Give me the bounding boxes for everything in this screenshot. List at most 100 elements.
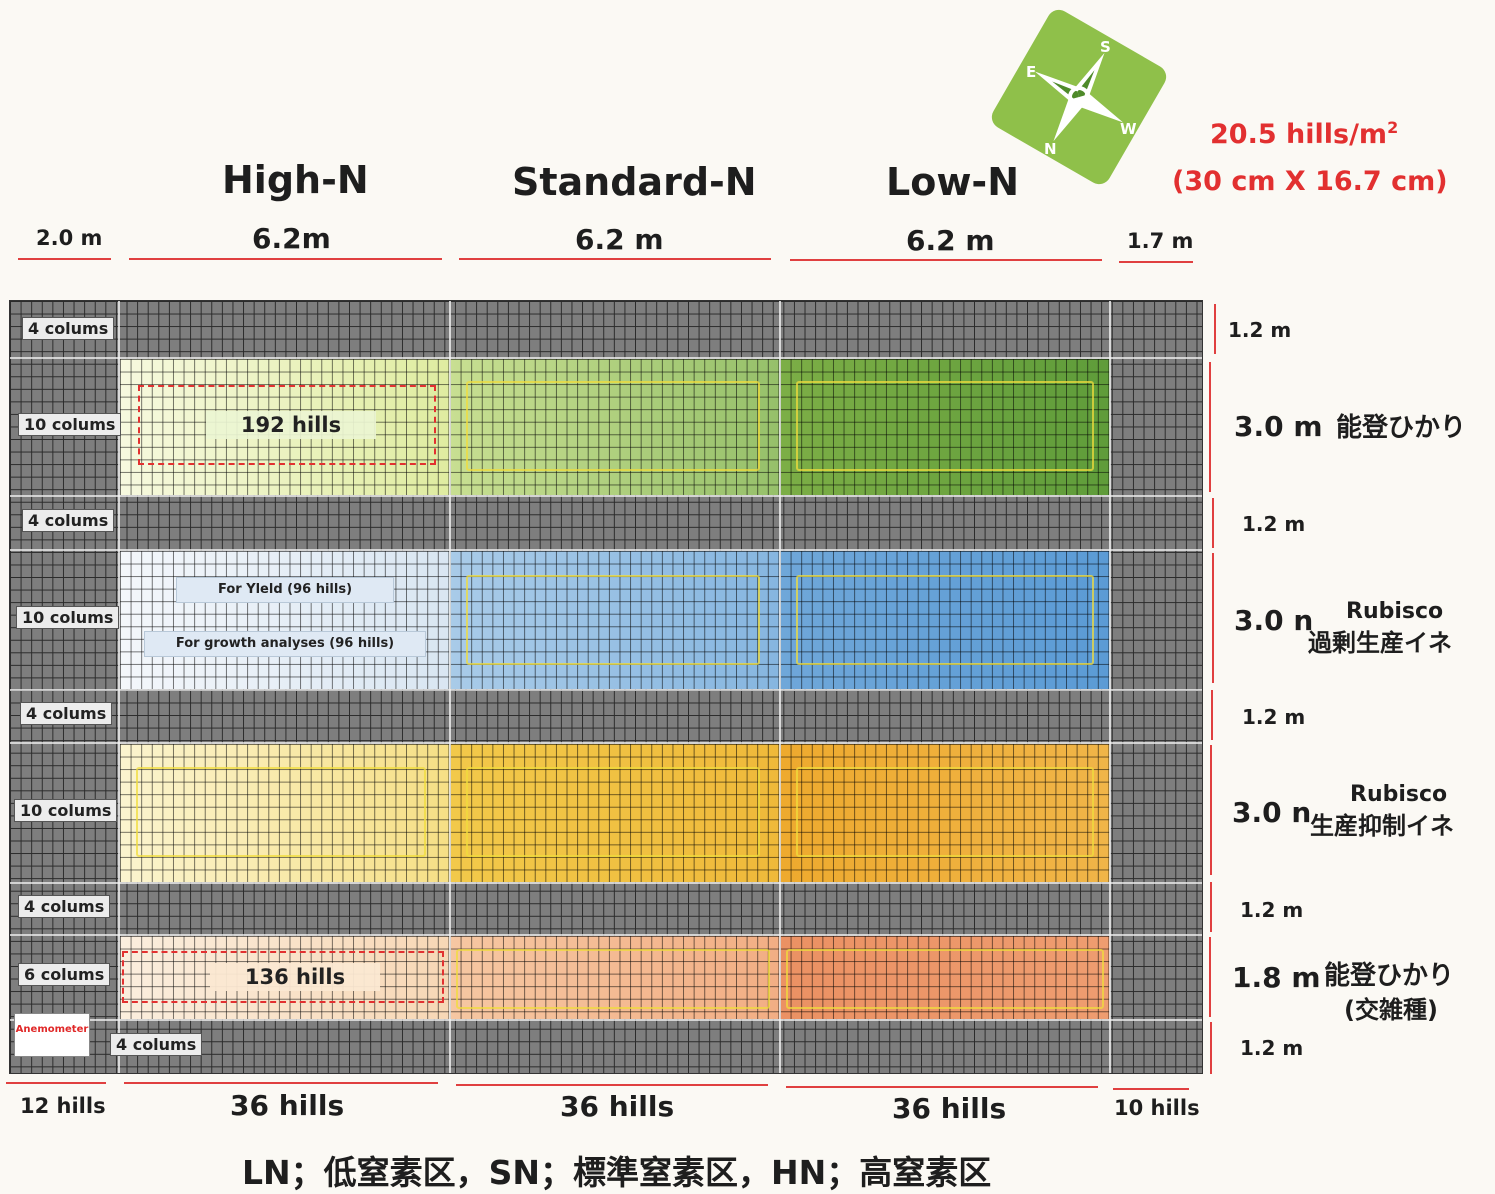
hills-standard-n: 36 hills [560, 1090, 675, 1123]
sep-h5 [10, 742, 1202, 744]
right-line-4 [1212, 553, 1214, 683]
width-low-n: 6.2 m [906, 224, 995, 257]
sample-area [796, 381, 1094, 471]
legend: LN；低窒素区，SN；標準窒素区，HN；高窒素区 [242, 1153, 992, 1192]
bottom-line-1 [6, 1082, 106, 1084]
bottom-line-3 [456, 1084, 768, 1086]
dim-7: 1.2 m [1240, 898, 1304, 922]
sep-h7 [10, 934, 1202, 936]
variety-rubisco-over-2: 過剰生産イネ [1308, 629, 1452, 657]
col-label-6: 10 colums [14, 799, 118, 822]
sep-v2 [449, 301, 451, 1073]
bottom-line-5 [1113, 1088, 1189, 1090]
band-over-low [780, 551, 1110, 689]
dim-9: 1.2 m [1240, 1036, 1304, 1060]
width-standard-n: 6.2 m [575, 223, 664, 256]
sep-v1 [118, 301, 120, 1073]
variety-noto-hybrid-1: 能登ひかり [1324, 961, 1455, 991]
top-line-2 [129, 258, 442, 260]
dim-6: 3.0 n [1232, 796, 1312, 829]
treatment-high-n: High-N [222, 158, 369, 202]
dim-3: 1.2 m [1242, 512, 1306, 536]
right-line-2 [1209, 362, 1211, 492]
treatment-standard-n: Standard-N [512, 160, 757, 204]
sample-area [456, 949, 770, 1009]
dim-5: 1.2 m [1242, 705, 1306, 729]
right-line-8 [1209, 937, 1211, 1017]
width-right-margin: 1.7 m [1127, 229, 1194, 253]
sample-192-box [138, 385, 436, 465]
right-line-1 [1214, 304, 1216, 354]
hills-192-label: 192 hills [206, 411, 376, 439]
for-growth-label: For growth analyses (96 hills) [144, 631, 426, 657]
sample-area [136, 767, 426, 857]
col-label-9: 4 colums [110, 1033, 203, 1056]
sample-area [796, 767, 1094, 857]
for-yield-label: For Yleld (96 hills) [176, 577, 394, 603]
top-line-5 [1119, 261, 1193, 263]
sample-area [466, 767, 760, 857]
sample-area [466, 381, 760, 471]
band-over-high [120, 551, 450, 689]
variety-rubisco-sup-2: 生産抑制イネ [1310, 812, 1454, 840]
hills-left-margin: 12 hills [20, 1094, 106, 1118]
planting-spacing: (30 cm X 16.7 cm) [1172, 166, 1448, 197]
top-line-3 [459, 258, 771, 260]
right-line-6 [1210, 745, 1212, 875]
dim-2: 3.0 m [1234, 410, 1323, 443]
sep-h8 [10, 1019, 1202, 1021]
sep-v3 [779, 301, 781, 1073]
top-line-1 [18, 258, 111, 260]
sep-h1 [10, 357, 1202, 359]
anemometer-box: Anemometer [14, 1013, 90, 1057]
col-label-5: 4 colums [20, 702, 113, 725]
planting-density-value: 20.5 hills/m [1210, 119, 1388, 150]
band-hybrid-high [120, 936, 450, 1019]
dim-4: 3.0 n [1234, 604, 1314, 637]
right-line-7 [1210, 882, 1212, 932]
sep-h3 [10, 549, 1202, 551]
anemometer-label: Anemometer [15, 1024, 89, 1035]
bottom-line-4 [786, 1086, 1098, 1088]
sep-v4 [1109, 301, 1111, 1073]
col-label-1: 4 colums [22, 317, 115, 340]
field-plot-grid: 192 hills For Yleld (96 hills) For growt… [9, 300, 1203, 1074]
hills-low-n: 36 hills [892, 1092, 1007, 1125]
dim-8: 1.8 m [1232, 961, 1321, 994]
sep-h4 [10, 689, 1202, 691]
variety-noto-hybrid-2: (交雑種) [1344, 996, 1438, 1024]
planting-density-sup: 2 [1387, 118, 1399, 137]
sample-area [796, 575, 1094, 665]
top-line-4 [790, 259, 1102, 261]
width-left-margin: 2.0 m [36, 226, 103, 250]
sample-area [466, 575, 760, 665]
col-label-3: 4 colums [22, 509, 115, 532]
hills-136-label: 136 hills [210, 963, 380, 991]
compass-w: W [1120, 120, 1137, 138]
band-over-standard [450, 551, 780, 689]
treatment-low-n: Low-N [886, 160, 1019, 204]
col-label-7: 4 colums [18, 895, 111, 918]
hills-right-margin: 10 hills [1114, 1096, 1200, 1120]
sample-136-box [122, 951, 444, 1003]
compass-n: N [1044, 140, 1057, 158]
col-label-4: 10 colums [16, 606, 120, 629]
col-label-2: 10 colums [18, 413, 122, 436]
sep-h2 [10, 495, 1202, 497]
bottom-line-2 [124, 1082, 438, 1084]
variety-rubisco-over-1: Rubisco [1346, 599, 1444, 624]
compass-icon: S E W N [990, 8, 1168, 186]
right-line-3 [1212, 498, 1214, 548]
right-line-5 [1211, 690, 1213, 740]
sep-h6 [10, 882, 1202, 884]
dim-1: 1.2 m [1228, 318, 1292, 342]
variety-rubisco-sup-1: Rubisco [1350, 782, 1448, 807]
sample-area [786, 949, 1104, 1009]
width-high-n: 6.2m [252, 222, 331, 255]
compass-e: E [1026, 63, 1037, 81]
right-line-9 [1210, 1022, 1212, 1074]
compass-s: S [1100, 38, 1111, 56]
planting-density: 20.5 hills/m2 [1210, 118, 1398, 150]
col-label-8: 6 colums [18, 963, 111, 986]
hills-high-n: 36 hills [230, 1089, 345, 1122]
